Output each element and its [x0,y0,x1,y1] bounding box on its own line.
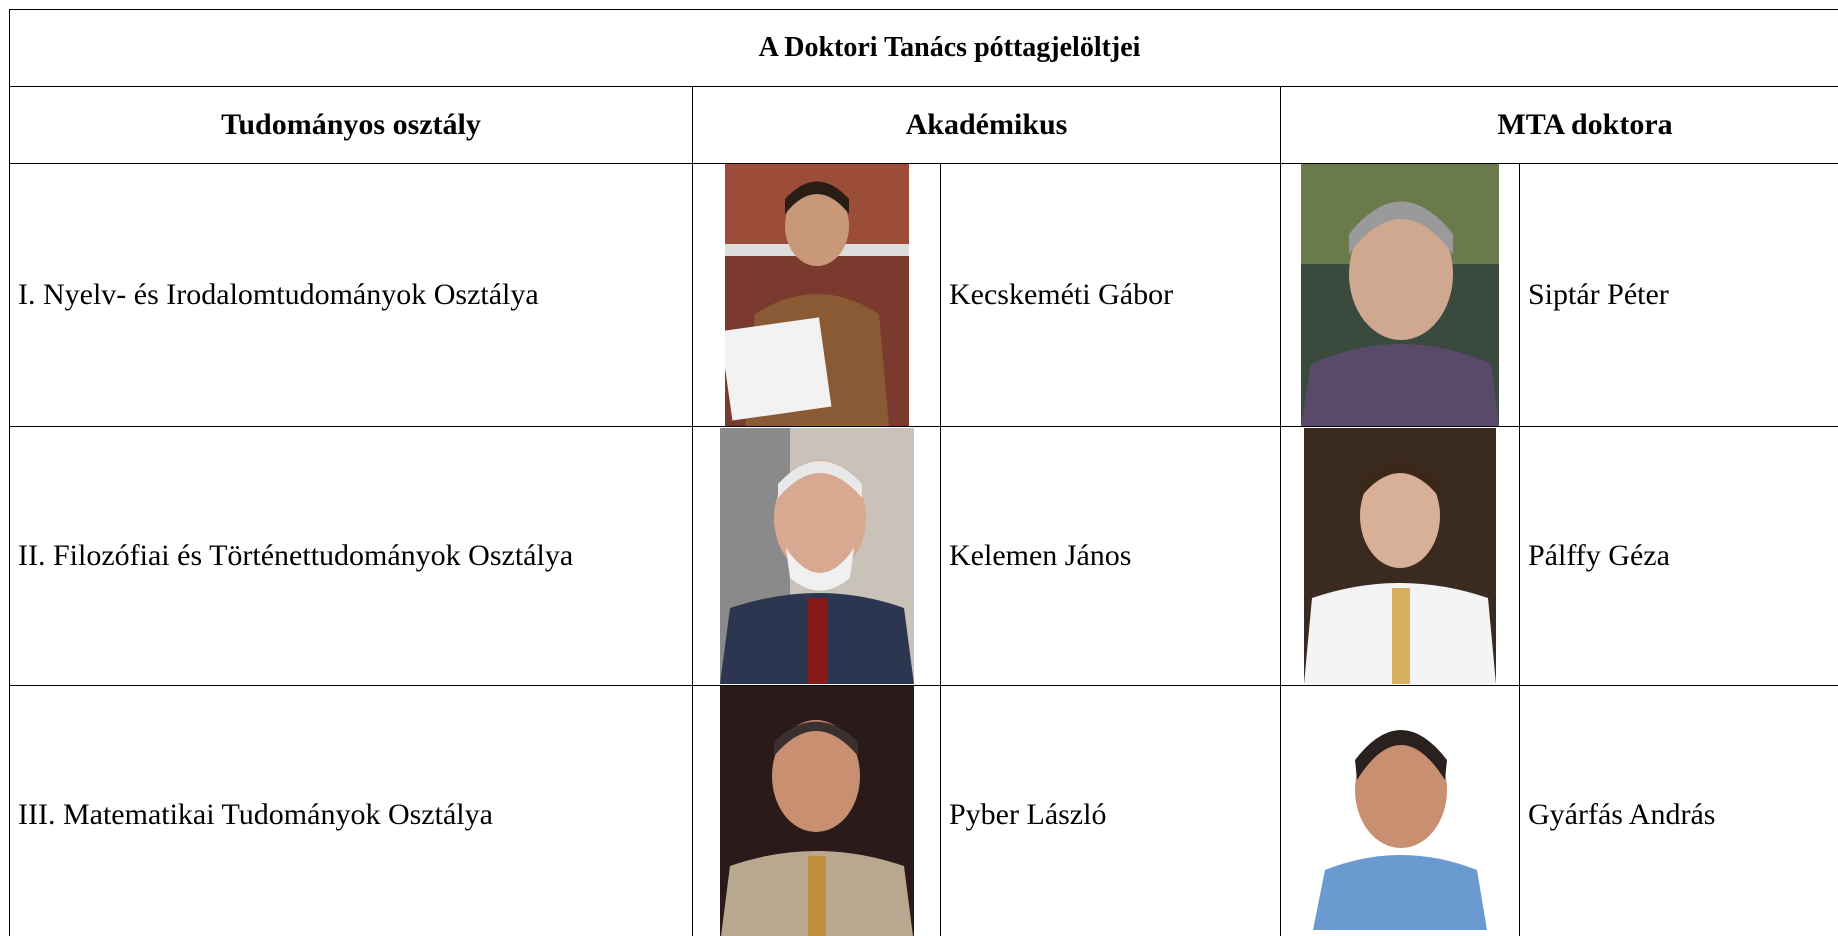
academician: Kecskeméti Gábor [940,163,1281,427]
photo-cell [1280,163,1520,427]
portrait-photo [1301,164,1499,426]
photo-cell [692,685,941,936]
photo-cell [692,426,941,686]
column-header: Tudományos osztály [9,86,693,164]
portrait-photo [724,164,909,426]
portrait-photo [719,428,914,684]
photo-cell [692,163,941,427]
portrait-photo [719,686,914,936]
portrait-photo [1313,700,1487,930]
candidates-table: A Doktori Tanács póttagjelöltjei Tudomán… [8,9,1838,936]
division: I. Nyelv- és Irodalomtudományok Osztálya [9,163,693,427]
portrait-photo [1304,428,1496,684]
division: III. Matematikai Tudományok Osztálya [9,685,693,936]
column-header: MTA doktora [1279,86,1838,164]
academician: Pyber László [940,685,1281,936]
table-title: A Doktori Tanács póttagjelöltjei [8,9,1838,87]
photo-cell [1280,685,1520,936]
academician: Kelemen János [940,426,1281,686]
doctor: Gyárfás András [1518,685,1838,936]
division: II. Filozófiai és Történettudományok Osz… [9,426,693,686]
column-header: Akadémikus [692,86,1281,164]
photo-cell [1280,426,1520,686]
doctor: Siptár Péter [1518,163,1838,427]
doctor: Pálffy Géza [1518,426,1838,686]
